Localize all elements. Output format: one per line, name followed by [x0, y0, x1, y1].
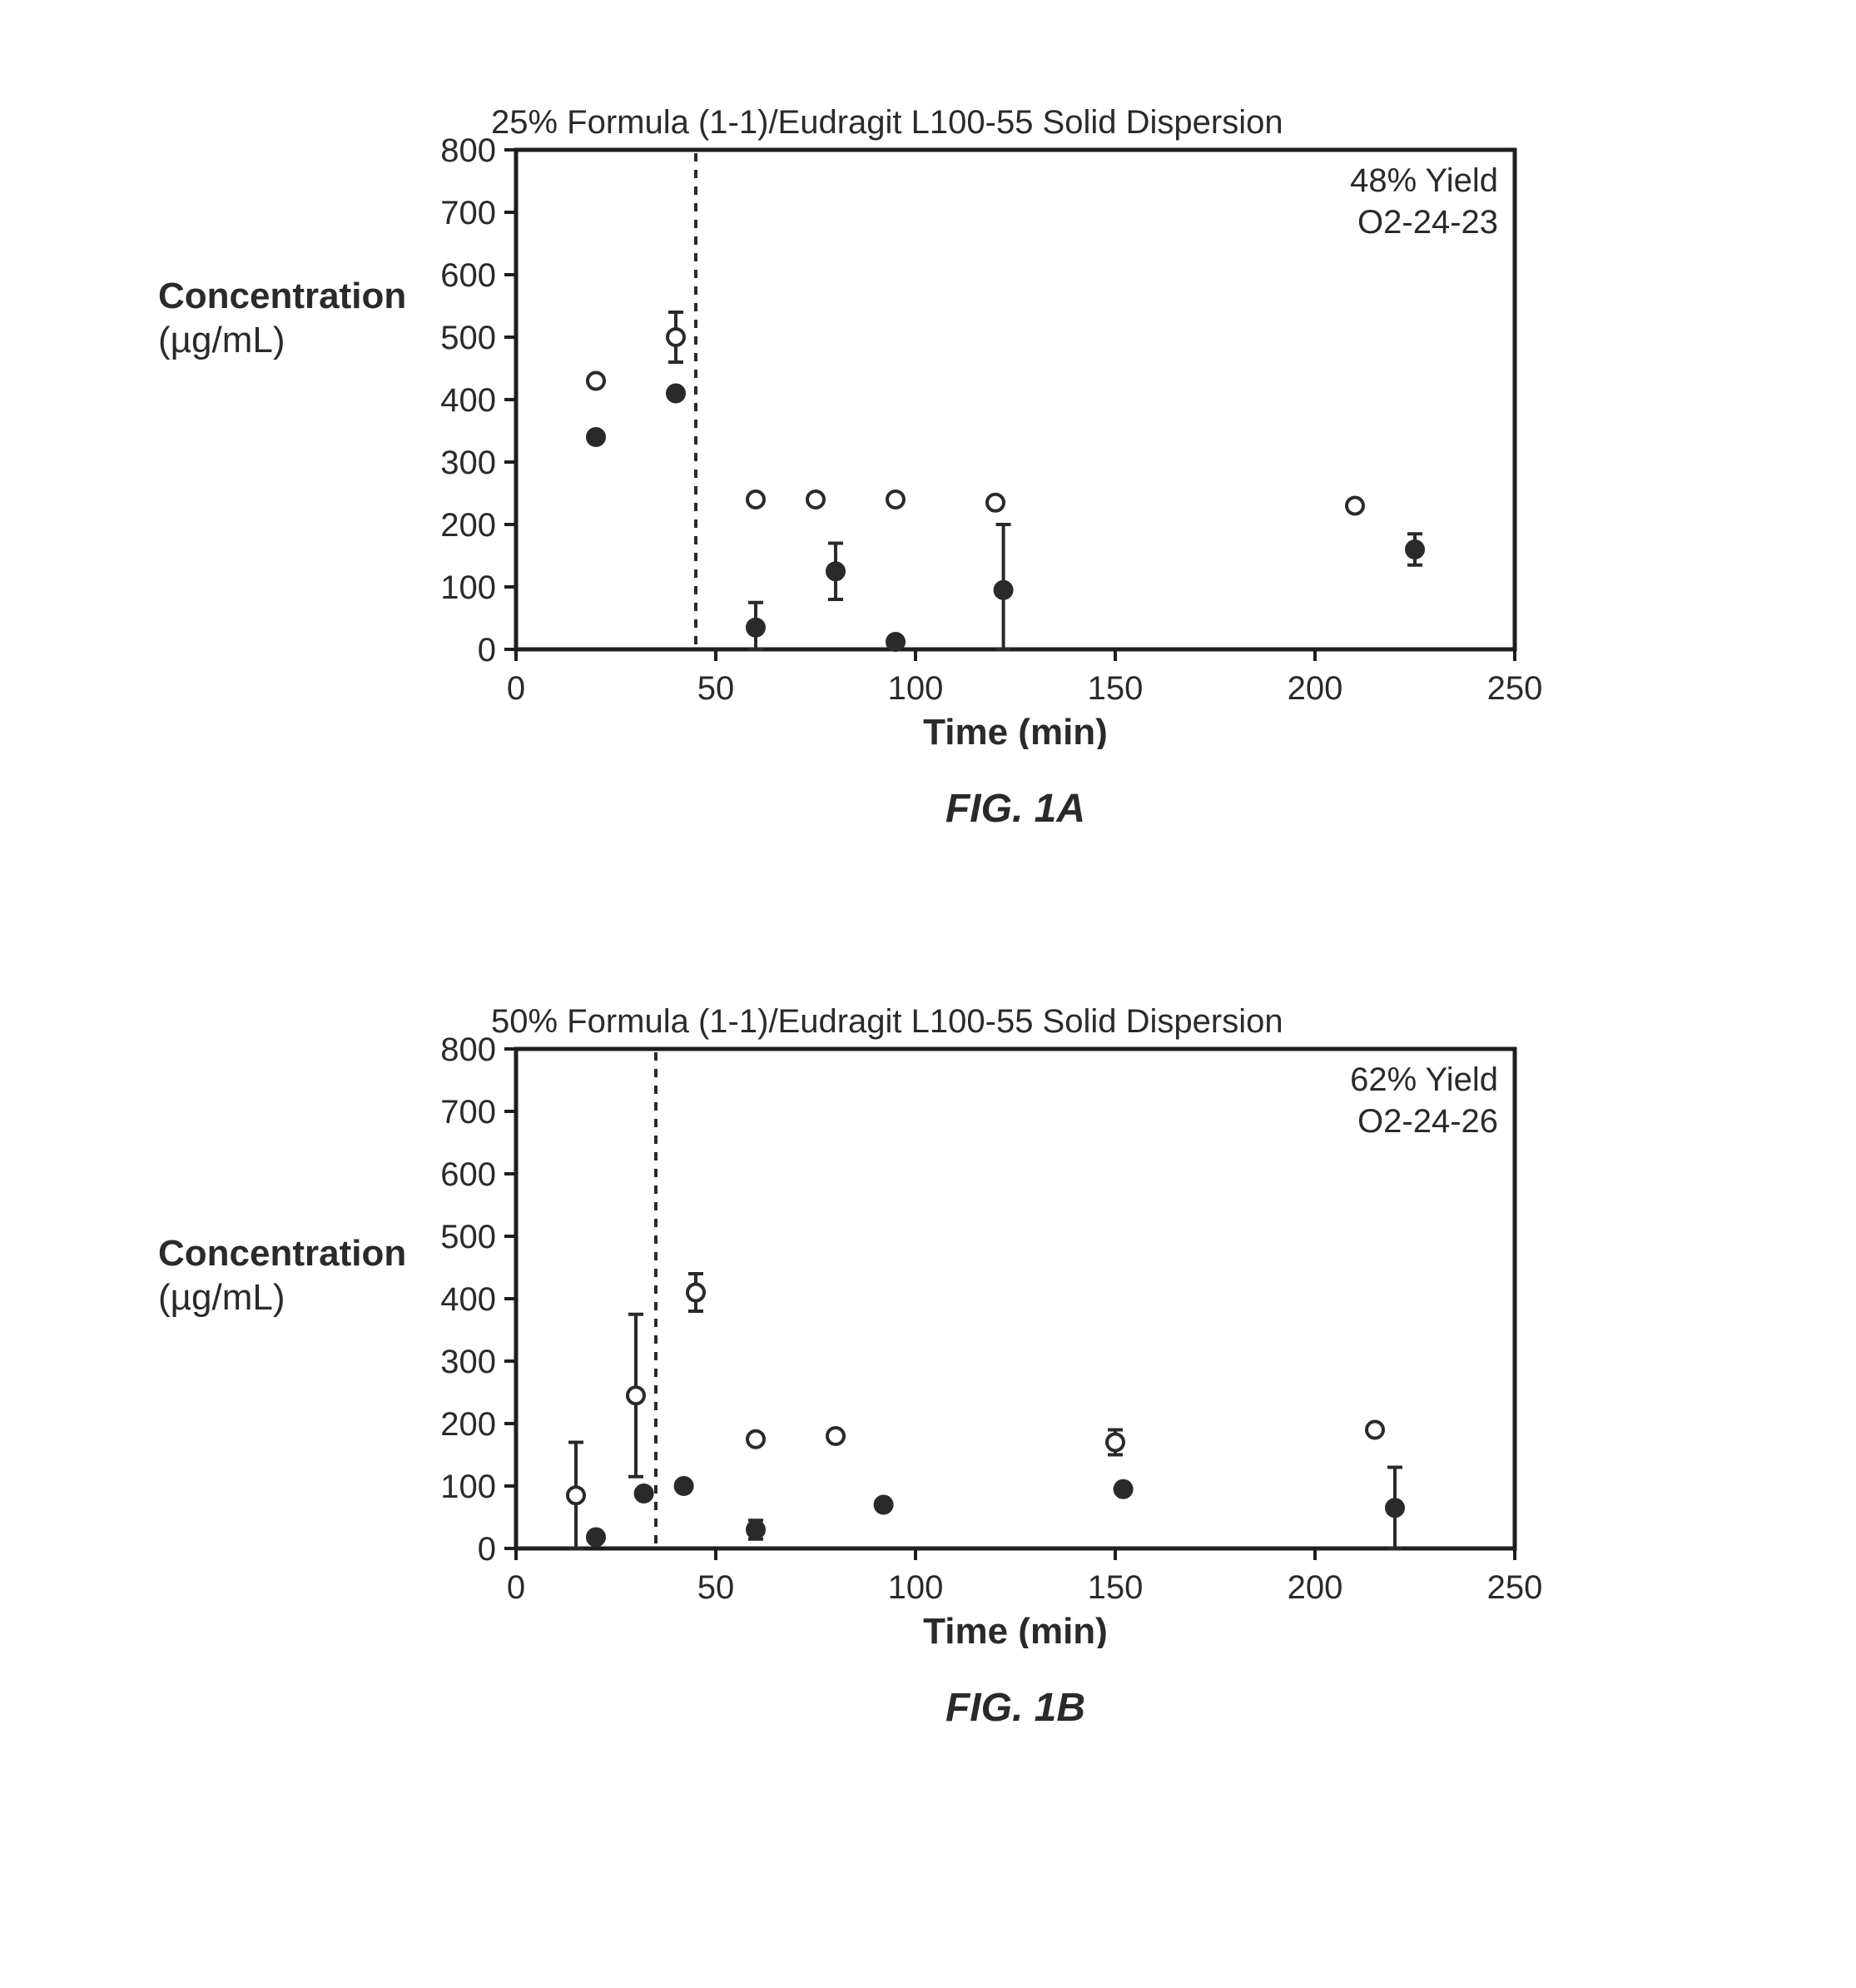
x-tick-label: 200	[1288, 670, 1343, 707]
y-tick-label: 800	[440, 132, 496, 169]
x-tick-label: 50	[697, 670, 735, 707]
data-marker-open	[1107, 1434, 1124, 1451]
data-marker-closed	[995, 582, 1012, 599]
data-marker-open	[747, 1431, 764, 1448]
data-marker-open	[987, 495, 1004, 511]
x-tick-label: 200	[1288, 1569, 1343, 1606]
y-axis-label-line1: Concentration	[158, 275, 406, 319]
data-marker-open	[1367, 1422, 1383, 1439]
data-marker-open	[887, 491, 904, 508]
data-marker-closed	[588, 1529, 604, 1546]
data-marker-closed	[667, 385, 684, 402]
y-tick-label: 500	[440, 320, 496, 356]
y-axis-label-line2: (µg/mL)	[158, 1276, 406, 1320]
y-tick-label: 800	[440, 1031, 496, 1068]
y-axis-label-line2: (µg/mL)	[158, 319, 406, 363]
y-axis-label-line1: Concentration	[158, 1232, 406, 1276]
chart-svg: 0 50 100 150 200 250 0 100 200 300 400 500 600 700 800…	[150, 100, 1581, 749]
x-tick-label: 100	[888, 670, 944, 707]
data-marker-closed	[1115, 1481, 1132, 1498]
x-tick-label: 250	[1487, 1569, 1543, 1606]
chart-svg: 0 50 100 150 200 250 0 100 200 300 400 500 600 700 800…	[150, 999, 1581, 1648]
x-tick-label: 150	[1088, 670, 1144, 707]
y-tick-label: 0	[478, 632, 496, 668]
figure-caption: FIG. 1B	[891, 1685, 1140, 1731]
chart-title: 50% Formula (1-1)/Eudragit L100-55 Solid…	[491, 1003, 1283, 1041]
y-tick-label: 400	[440, 382, 496, 419]
sample-label: O2-24-23	[1357, 204, 1498, 241]
data-marker-closed	[1387, 1499, 1403, 1516]
y-tick-label: 700	[440, 1094, 496, 1131]
sample-label: O2-24-26	[1357, 1103, 1498, 1140]
y-tick-label: 200	[440, 1406, 496, 1443]
chart-B: 50% Formula (1-1)/Eudragit L100-55 Solid…	[150, 999, 1581, 1782]
data-marker-open	[747, 491, 764, 508]
data-marker-closed	[676, 1478, 692, 1494]
data-marker-closed	[827, 563, 844, 579]
y-axis-label: Concentration(µg/mL)	[158, 1232, 406, 1320]
data-marker-open	[667, 329, 684, 345]
y-tick-label: 400	[440, 1281, 496, 1318]
yield-label: 62% Yield	[1350, 1061, 1498, 1098]
data-marker-open	[1347, 498, 1363, 514]
data-marker-closed	[876, 1497, 892, 1513]
data-marker-closed	[636, 1485, 653, 1502]
y-tick-label: 0	[478, 1531, 496, 1568]
y-tick-label: 700	[440, 195, 496, 231]
y-tick-label: 100	[440, 1469, 496, 1505]
data-marker-closed	[887, 634, 904, 650]
y-tick-label: 500	[440, 1219, 496, 1255]
x-tick-label: 0	[507, 1569, 525, 1606]
data-marker-open	[807, 491, 824, 508]
y-tick-label: 600	[440, 1156, 496, 1193]
data-marker-closed	[588, 429, 604, 445]
y-tick-label: 300	[440, 1344, 496, 1380]
data-marker-closed	[747, 1522, 764, 1538]
x-tick-label: 50	[697, 1569, 735, 1606]
y-axis-label: Concentration(µg/mL)	[158, 275, 406, 363]
y-tick-label: 300	[440, 445, 496, 481]
x-tick-label: 250	[1487, 670, 1543, 707]
data-marker-closed	[1407, 541, 1423, 558]
chart-A: 25% Formula (1-1)/Eudragit L100-55 Solid…	[150, 100, 1581, 882]
data-marker-open	[568, 1487, 584, 1503]
x-axis-label: Time (min)	[923, 712, 1108, 749]
figure-caption: FIG. 1A	[891, 786, 1140, 832]
x-axis-label: Time (min)	[923, 1611, 1108, 1648]
y-tick-label: 100	[440, 569, 496, 606]
data-marker-open	[628, 1387, 644, 1404]
x-tick-label: 0	[507, 670, 525, 707]
chart-title: 25% Formula (1-1)/Eudragit L100-55 Solid…	[491, 104, 1283, 142]
x-tick-label: 100	[888, 1569, 944, 1606]
yield-label: 48% Yield	[1350, 162, 1498, 199]
y-tick-label: 600	[440, 257, 496, 294]
y-tick-label: 200	[440, 507, 496, 544]
data-marker-open	[588, 373, 604, 390]
x-tick-label: 150	[1088, 1569, 1144, 1606]
data-marker-open	[687, 1285, 704, 1301]
data-marker-closed	[747, 619, 764, 636]
data-marker-open	[827, 1428, 844, 1444]
